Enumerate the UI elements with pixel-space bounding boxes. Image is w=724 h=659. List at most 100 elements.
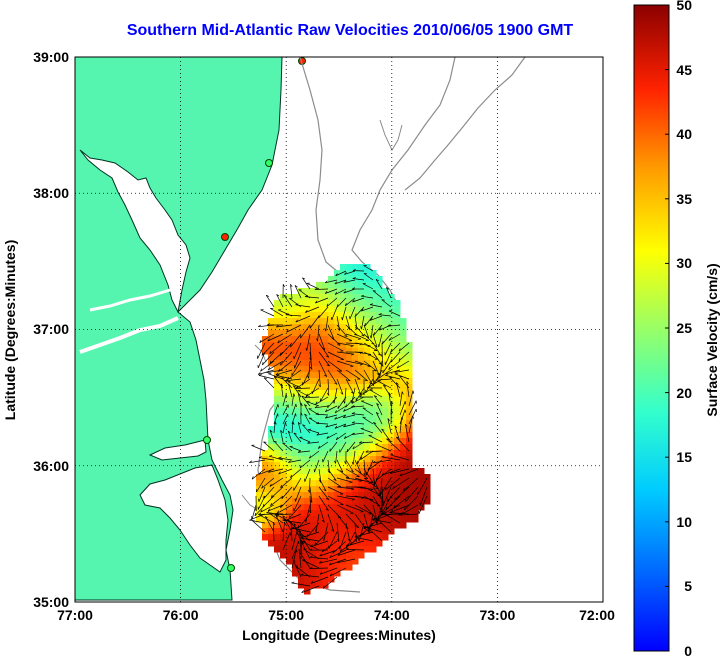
velocity-vector-head	[263, 377, 267, 379]
velocity-cell	[310, 426, 317, 433]
velocity-cell	[352, 384, 359, 391]
velocity-cell	[334, 330, 341, 337]
velocity-cell	[388, 438, 395, 445]
velocity-cell	[298, 306, 305, 313]
velocity-vector	[286, 519, 302, 533]
velocity-cell	[298, 468, 305, 475]
velocity-cell	[322, 444, 329, 451]
velocity-cell	[286, 462, 293, 469]
velocity-cell	[292, 336, 299, 343]
velocity-cell	[286, 354, 293, 361]
velocity-cell	[292, 570, 299, 577]
velocity-cell	[310, 570, 317, 577]
velocity-vector	[258, 486, 266, 502]
velocity-cell	[418, 468, 425, 475]
velocity-cell	[406, 396, 413, 403]
velocity-cell	[286, 540, 293, 547]
velocity-cell	[286, 486, 293, 493]
velocity-cell	[358, 402, 365, 409]
velocity-cell	[328, 336, 335, 343]
velocity-vector	[363, 333, 375, 345]
velocity-vector-head	[329, 555, 332, 559]
velocity-cell	[304, 498, 311, 505]
velocity-cell	[340, 534, 347, 541]
velocity-cell	[280, 480, 287, 487]
james-river	[79, 316, 179, 354]
velocity-cell	[292, 372, 299, 379]
velocity-cell	[352, 354, 359, 361]
velocity-cell	[346, 396, 353, 403]
velocity-vector-head	[388, 337, 391, 341]
velocity-vector-head	[318, 384, 321, 388]
velocity-cell	[352, 372, 359, 379]
velocity-vector	[322, 576, 338, 589]
velocity-vector	[282, 442, 293, 452]
velocity-vector-head	[309, 555, 313, 558]
velocity-cell	[364, 378, 371, 385]
velocity-cell	[388, 294, 395, 301]
velocity-vector-head	[377, 518, 381, 521]
velocity-vector-head	[285, 422, 287, 425]
velocity-cell	[346, 480, 353, 487]
velocity-vector	[352, 441, 365, 450]
velocity-cell	[346, 312, 353, 319]
velocity-cell	[298, 474, 305, 481]
velocity-cell	[358, 354, 365, 361]
velocity-vector-head	[278, 471, 281, 475]
velocity-cell	[340, 318, 347, 325]
velocity-cell	[286, 342, 293, 349]
velocity-cell	[310, 384, 317, 391]
velocity-cell	[358, 504, 365, 511]
velocity-cell	[424, 486, 431, 493]
velocity-vector-head	[355, 326, 358, 330]
velocity-vector	[293, 477, 302, 491]
velocity-vector-head	[369, 303, 374, 305]
velocity-cell	[370, 420, 377, 427]
velocity-cell	[364, 354, 371, 361]
velocity-vector-head	[377, 353, 381, 356]
velocity-cell	[364, 288, 371, 295]
velocity-cell	[322, 408, 329, 415]
site-marker-green	[203, 436, 211, 444]
velocity-vector	[290, 333, 302, 348]
velocity-vector-head	[286, 519, 290, 521]
velocity-cell	[346, 444, 353, 451]
velocity-cell	[286, 420, 293, 427]
velocity-vector-head	[297, 450, 301, 453]
velocity-cell	[256, 516, 263, 523]
velocity-vector	[278, 468, 293, 475]
velocity-cell	[358, 480, 365, 487]
velocity-cell	[406, 372, 413, 379]
velocity-cell	[394, 414, 401, 421]
velocity-vector	[251, 468, 266, 480]
velocity-cell	[280, 462, 287, 469]
velocity-cell	[406, 438, 413, 445]
velocity-vector	[260, 504, 275, 513]
velocity-vector	[362, 283, 374, 290]
velocity-cell	[340, 330, 347, 337]
velocity-cell	[292, 324, 299, 331]
velocity-vector	[325, 288, 338, 294]
velocity-cell	[292, 510, 299, 517]
velocity-cell	[352, 414, 359, 421]
velocity-cell	[340, 396, 347, 403]
velocity-cell	[286, 390, 293, 397]
velocity-vector	[305, 387, 320, 397]
velocity-cell	[280, 342, 287, 349]
velocity-vector-head	[286, 329, 289, 333]
velocity-vector-head	[382, 340, 384, 344]
velocity-cell	[286, 492, 293, 499]
velocity-vector-head	[282, 442, 286, 444]
velocity-cell	[334, 558, 341, 565]
velocity-cell	[268, 474, 275, 481]
velocity-vector	[345, 360, 363, 365]
velocity-cell	[322, 282, 329, 289]
velocity-cell	[364, 546, 371, 553]
y-tick-label: 37:00	[33, 321, 69, 337]
velocity-vector	[404, 495, 419, 511]
velocity-cell	[304, 564, 311, 571]
velocity-vector	[369, 389, 383, 398]
velocity-vector	[363, 513, 370, 533]
velocity-vector-head	[375, 378, 379, 381]
velocity-cell	[346, 510, 353, 517]
